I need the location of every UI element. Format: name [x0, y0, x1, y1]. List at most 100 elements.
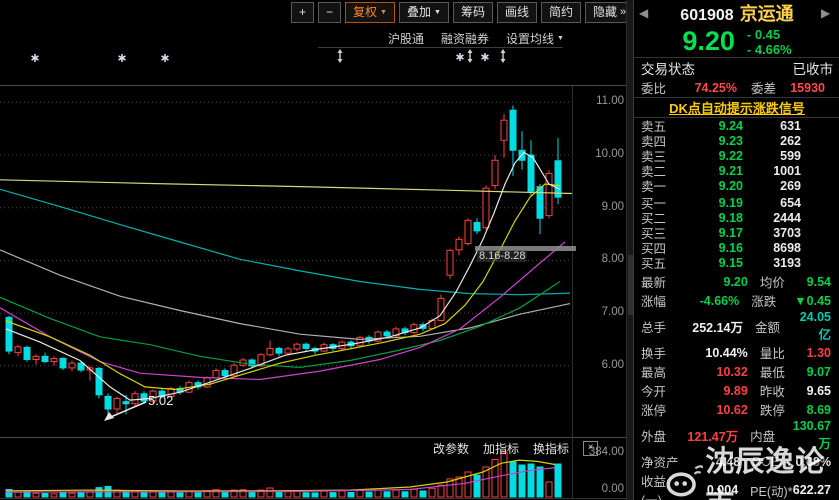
caret-down-icon: ▼: [380, 9, 387, 16]
order-ratio-row: 委比 74.25% 委差 15930: [634, 78, 839, 97]
stat-value: 622.27: [792, 483, 831, 497]
ask-qty: 599: [780, 148, 801, 163]
stat-value: 9.89: [723, 383, 748, 398]
stat-row: 最新 9.20 均价 9.54: [634, 272, 839, 291]
ask-label: 卖一: [641, 180, 667, 194]
adjust-price-button[interactable]: 复权 ▼: [345, 2, 395, 23]
stat-value: 10.32: [716, 364, 748, 379]
margin-trading-link[interactable]: 融资融券: [441, 32, 490, 46]
stat-value: 130.67万: [792, 419, 831, 451]
stat-label: 昨收: [759, 385, 785, 399]
status-value: 已收市: [792, 62, 834, 77]
bid-row[interactable]: 买三 9.17 3703: [634, 225, 839, 242]
ask-price: 9.24: [718, 118, 743, 133]
chart-scrollbar[interactable]: [626, 0, 634, 500]
ma-settings-link[interactable]: 设置均线 ▼: [506, 32, 564, 46]
stat-label: 最低: [759, 366, 785, 380]
kline-chart-region: + − 复权 ▼ 叠加 ▼ 筹码 画线 简约 隐藏 »: [0, 0, 659, 500]
volume-axis-min: 0.00: [601, 483, 624, 495]
stat-label: 涨跌: [751, 295, 777, 309]
zoom-out-button[interactable]: −: [318, 2, 342, 23]
close-indicator-button[interactable]: ×: [583, 441, 599, 456]
stat-row: 总手 252.14万 金额 24.05亿: [634, 310, 839, 343]
kline-chart[interactable]: [0, 0, 633, 500]
stat-label: 金额: [754, 321, 780, 335]
bid-qty: 2444: [773, 210, 801, 225]
stat-label: 涨幅: [641, 295, 667, 309]
stat-value: 0.08%: [795, 454, 831, 469]
bid-label: 买四: [641, 242, 667, 256]
bid-label: 买三: [641, 227, 667, 241]
minus-icon: −: [326, 5, 334, 19]
bid-row[interactable]: 买二 9.18 2444: [634, 210, 839, 227]
stat-row: 换手 10.44% 量比 1.30: [634, 343, 839, 362]
double-arrow-right-icon: »: [620, 6, 626, 18]
chart-toolbar: + − 复权 ▼ 叠加 ▼ 筹码 画线 简约 隐藏 »: [291, 2, 659, 23]
draw-line-button[interactable]: 画线: [496, 2, 537, 23]
hide-button[interactable]: 隐藏 »: [584, 2, 635, 23]
bid-qty: 8698: [773, 240, 801, 255]
plus-icon: +: [299, 5, 307, 19]
change-params-link[interactable]: 改参数: [433, 442, 470, 456]
add-indicator-link[interactable]: 加指标: [483, 442, 520, 456]
bid-price: 9.15: [718, 255, 743, 270]
stat-label: 最新: [641, 276, 667, 290]
status-label: 交易状态: [641, 62, 695, 77]
dk-signal-banner[interactable]: DK点自动提示涨跌信号: [634, 97, 839, 118]
ask-row[interactable]: 卖一 9.20 269: [634, 178, 839, 195]
stat-label: 收益(一): [641, 475, 667, 500]
chip-distribution-button[interactable]: 筹码: [452, 2, 493, 23]
weicha-value: 15930: [790, 80, 825, 95]
volume-pane-border: [0, 437, 631, 438]
bid-row[interactable]: 买五 9.15 3193: [634, 255, 839, 272]
stat-row: 净资产 4.48 ROE 0.08%: [634, 452, 839, 471]
bid-price: 9.18: [718, 210, 743, 225]
stat-label: 今开: [641, 385, 667, 399]
scrollbar-thumb[interactable]: [628, 255, 633, 315]
ask-row[interactable]: 卖五 9.24 631: [634, 118, 839, 135]
hgt-link[interactable]: 沪股通: [388, 32, 425, 46]
ask-row[interactable]: 卖三 9.22 599: [634, 148, 839, 165]
stat-label: 换手: [641, 347, 667, 361]
stat-value: -4.66%: [699, 293, 740, 308]
stat-label: 内盘: [750, 430, 776, 444]
price-axis-tick: 7.00: [601, 306, 624, 319]
overlay-button[interactable]: 叠加 ▼: [398, 2, 449, 23]
ask-row[interactable]: 卖二 9.21 1001: [634, 163, 839, 180]
caret-down-icon: ▼: [434, 9, 441, 16]
stats-grid: 最新 9.20 均价 9.54 涨幅 -4.66% 涨跌 ▼0.45 总手 252.14万 金额 24…: [634, 272, 839, 500]
stat-value: 0.004: [706, 483, 739, 497]
stat-value: 9.65: [806, 383, 831, 398]
prev-stock-arrow-icon[interactable]: ◀: [639, 6, 649, 20]
stat-value: 24.05亿: [799, 310, 831, 342]
stat-value: 9.07: [806, 364, 831, 379]
stat-label: 跌停: [759, 404, 785, 418]
price-axis-tick: 8.00: [601, 253, 624, 266]
bid-row[interactable]: 买一 9.19 654: [634, 195, 839, 212]
stat-value: 9.20: [723, 274, 748, 289]
bottom-border: [0, 498, 631, 499]
stat-value: 10.62: [716, 402, 748, 417]
price-axis-tick: 6.00: [601, 358, 624, 371]
chart-subbar: 沪股通 融资融券 设置均线 ▼: [388, 30, 564, 47]
trading-status-row: 交易状态 已收市: [634, 58, 839, 78]
switch-indicator-link[interactable]: 换指标: [533, 442, 570, 456]
subbar-underline: [318, 47, 563, 48]
bid-price: 9.16: [718, 240, 743, 255]
ask-qty: 269: [780, 178, 801, 193]
next-stock-arrow-icon[interactable]: ▶: [821, 6, 831, 20]
ask-row[interactable]: 卖四 9.23 262: [634, 133, 839, 150]
bid-row[interactable]: 买四 9.16 8698: [634, 240, 839, 257]
simple-mode-button[interactable]: 简约: [540, 2, 581, 23]
stat-label: 涨停: [641, 404, 667, 418]
zoom-in-button[interactable]: +: [291, 2, 315, 23]
price-change: - 0.45: [746, 26, 781, 42]
stat-value: 8.69: [806, 402, 831, 417]
ask-levels: 卖五 9.24 631 卖四 9.23 262 卖三 9.22 599 卖二 9.21 1001 卖一 9…: [634, 118, 839, 195]
ask-price: 9.20: [718, 178, 743, 193]
stat-label: 量比: [759, 347, 785, 361]
stat-label: 最高: [641, 366, 667, 380]
dk-signal-link[interactable]: DK点自动提示涨跌信号: [669, 101, 805, 116]
stat-row: 外盘 121.47万 内盘 130.67万: [634, 419, 839, 452]
stock-code: 601908: [680, 7, 734, 24]
